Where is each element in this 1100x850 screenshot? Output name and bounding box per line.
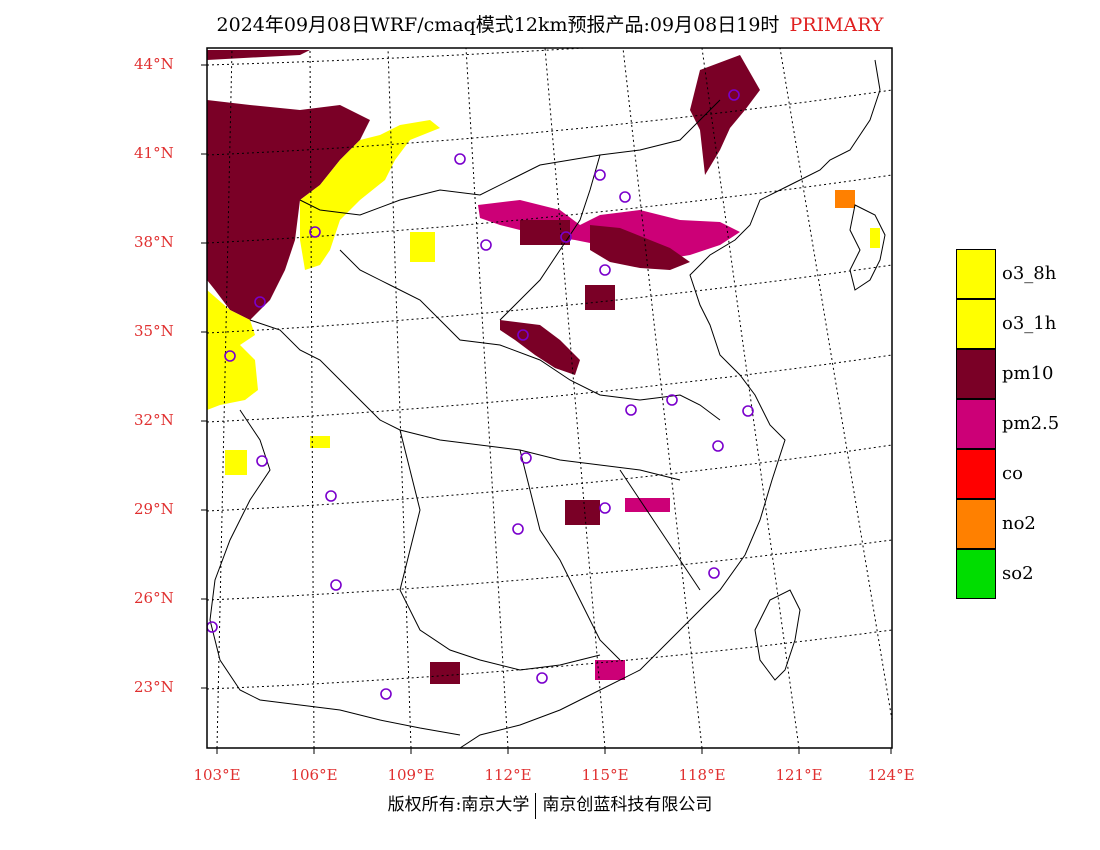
station-marker [708, 567, 720, 579]
legend-swatch [956, 449, 996, 499]
pm10-patch-central [500, 320, 580, 375]
lat-label-26: 26°N [134, 589, 174, 607]
station-marker [256, 455, 268, 467]
station-marker [309, 226, 321, 238]
map-content [207, 48, 892, 748]
lon-label-115: 115°E [581, 766, 629, 784]
lon-label-121: 121°E [775, 766, 823, 784]
lon-label-124: 124°E [867, 766, 915, 784]
pm10-patch-northeast [690, 55, 760, 175]
legend-label: co [1002, 463, 1023, 484]
lon-label-109: 109°E [387, 766, 435, 784]
axis-ticks [201, 64, 892, 754]
station-marker [742, 405, 754, 417]
lat-label-23: 23°N [134, 678, 174, 696]
lon-label-103: 103°E [193, 766, 241, 784]
pm10-area-north-plain [590, 225, 690, 270]
station-marker [520, 452, 532, 464]
legend-swatch [956, 399, 996, 449]
pm10-patch-south-1 [565, 500, 600, 525]
lon-label-118: 118°E [678, 766, 726, 784]
station-markers [207, 89, 754, 700]
station-marker [325, 490, 337, 502]
title-main: 2024年09月08日WRF/cmaq模式12km预报产品:09月08日19时 [216, 14, 780, 36]
graticule [207, 48, 892, 748]
lon-label-112: 112°E [484, 766, 532, 784]
station-marker [517, 329, 529, 341]
station-marker [224, 350, 236, 362]
legend-label: o3_8h [1002, 263, 1057, 284]
map-frame [206, 47, 893, 749]
boundaries [209, 59, 886, 748]
station-marker [728, 89, 740, 101]
pm10-patch-2 [585, 285, 615, 310]
lat-label-29: 29°N [134, 500, 174, 518]
station-marker [712, 440, 724, 452]
lat-label-44: 44°N [134, 55, 174, 73]
legend-label: no2 [1002, 513, 1036, 534]
station-marker [380, 688, 392, 700]
legend-label: so2 [1002, 563, 1034, 584]
o3-area-small-2 [225, 450, 247, 475]
legend-label: pm2.5 [1002, 413, 1060, 434]
o3-patch-east [870, 228, 880, 248]
o3-area-small-1 [410, 232, 435, 262]
o3-area-small-3 [310, 436, 330, 448]
pm25-patch-south-1 [625, 498, 670, 512]
station-marker [625, 404, 637, 416]
footer-copyright: 版权所有:南京大学 南京创蓝科技有限公司 [0, 790, 1100, 819]
station-marker [599, 264, 611, 276]
station-marker [536, 672, 548, 684]
pm25-patch-south-2 [595, 660, 625, 680]
station-marker [512, 523, 524, 535]
station-marker [480, 239, 492, 251]
pm10-area-northwest [207, 50, 370, 320]
no2-patch [835, 190, 855, 208]
station-marker [560, 231, 572, 243]
station-marker [666, 394, 678, 406]
station-marker [207, 621, 218, 633]
station-marker [594, 169, 606, 181]
footer-left: 版权所有:南京大学 [387, 795, 530, 815]
footer-right: 南京创蓝科技有限公司 [542, 795, 713, 815]
o3-area-north [300, 120, 440, 270]
station-marker [330, 579, 342, 591]
map-title: 2024年09月08日WRF/cmaq模式12km预报产品:09月08日19时 P… [0, 10, 1100, 37]
o3-area-west [207, 290, 258, 410]
station-marker [599, 502, 611, 514]
lat-label-38: 38°N [134, 233, 174, 251]
lon-label-106: 106°E [290, 766, 338, 784]
legend-label: pm10 [1002, 363, 1054, 384]
legend-swatch [956, 299, 996, 349]
station-marker [454, 153, 466, 165]
lat-label-41: 41°N [134, 144, 174, 162]
footer-separator [535, 792, 537, 819]
title-primary-tag: PRIMARY [789, 14, 884, 36]
station-marker [619, 191, 631, 203]
lat-label-32: 32°N [134, 411, 174, 429]
station-marker [254, 296, 266, 308]
legend-swatch [956, 349, 996, 399]
legend-label: o3_1h [1002, 313, 1057, 334]
pm10-patch-south-2 [430, 662, 460, 684]
legend-swatch [956, 549, 996, 599]
legend-swatch [956, 249, 996, 299]
legend-swatch [956, 499, 996, 549]
lat-label-35: 35°N [134, 322, 174, 340]
